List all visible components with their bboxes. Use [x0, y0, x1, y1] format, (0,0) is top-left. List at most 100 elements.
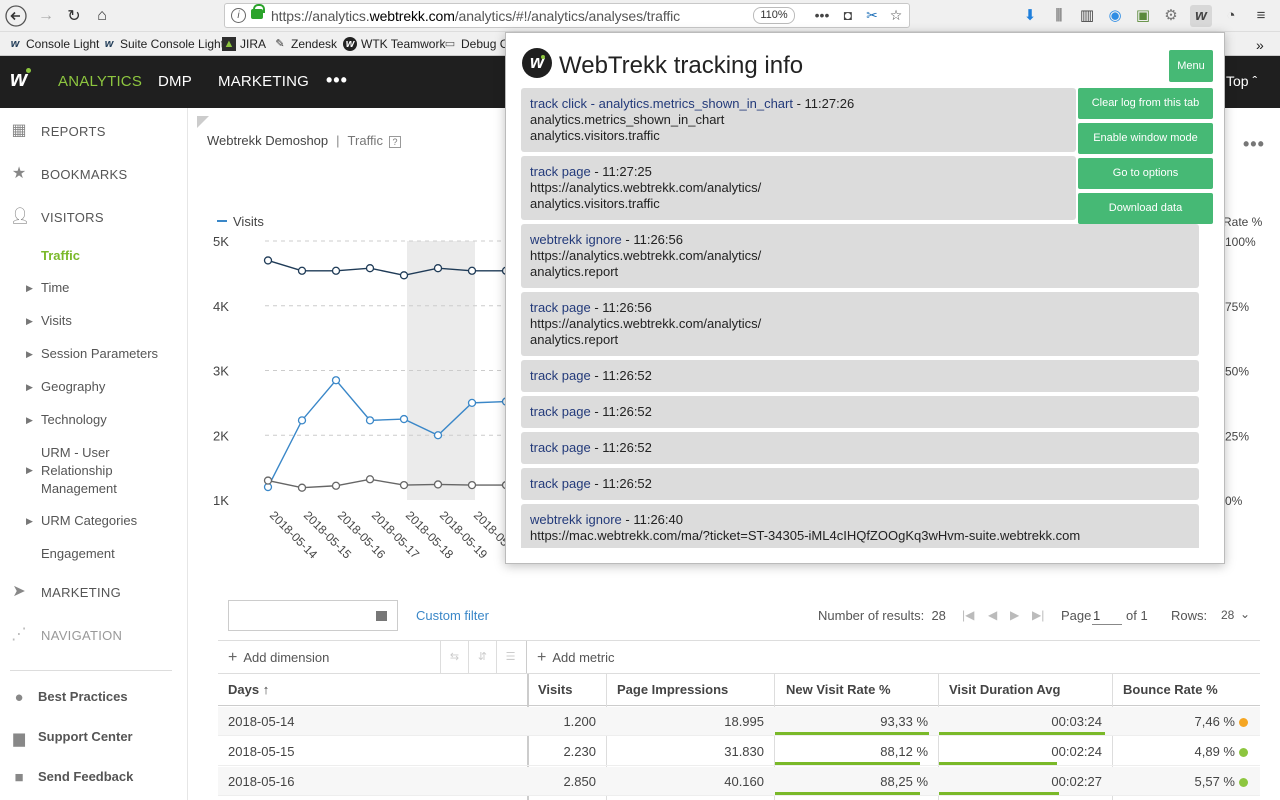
log-entry[interactable]: webtrekk ignore - 11:26:40 https://mac.we…	[521, 504, 1199, 548]
zoom-indicator[interactable]: 110%	[753, 7, 795, 24]
next-page-icon[interactable]: ▶	[1010, 608, 1020, 622]
performance-icon[interactable]: ◔	[1226, 7, 1236, 24]
pocket-icon[interactable]: ◘	[843, 7, 853, 23]
go-to-options-button[interactable]: Go to options	[1078, 158, 1213, 189]
sidebar-sub-technology[interactable]: Technology	[41, 412, 107, 427]
sidebar-item-visitors[interactable]: 👤︎ VISITORS	[0, 208, 188, 226]
settings-gear-icon[interactable]: ⚙	[1164, 7, 1178, 24]
nav-marketing[interactable]: MARKETING	[218, 73, 309, 90]
rows-select[interactable]: 28	[1221, 608, 1235, 622]
lightbulb-icon: ●	[14, 689, 24, 706]
bookmark-wtk-teamwork[interactable]: w WTK Teamwork	[343, 37, 445, 51]
column-header-days[interactable]: Days ↑	[228, 682, 270, 697]
table-row[interactable]: 2018-05-14 1.200 18.995 93,33 % 00:03:24 7,46…	[218, 707, 1260, 736]
sidebar-sub-session-parameters[interactable]: Session Parameters	[41, 346, 159, 361]
report-options-button[interactable]: •••	[1243, 134, 1265, 154]
column-header-bounce-rate[interactable]: Bounce Rate %	[1123, 682, 1218, 697]
y-right-tick-label: 0%	[1225, 494, 1243, 508]
edge-icon[interactable]: ◉	[1108, 7, 1122, 24]
dimension-tool-icon[interactable]: ⇵	[468, 641, 496, 673]
new-visit-rate-bar	[775, 732, 929, 735]
info-icon[interactable]: i	[231, 8, 246, 23]
sidebar-item-bookmarks[interactable]: ★ BOOKMARKS	[0, 165, 188, 183]
sidebar-item-marketing[interactable]: ➤ MARKETING	[0, 583, 188, 601]
bookmark-zendesk[interactable]: ✎ Zendesk	[273, 37, 337, 51]
log-entry[interactable]: webtrekk ignore - 11:26:56 https://analyt…	[521, 224, 1199, 288]
bookmarks-overflow-icon[interactable]: »	[1256, 37, 1264, 53]
log-entry[interactable]: track page - 11:26:52	[521, 432, 1199, 464]
column-header-new-visit-rate[interactable]: New Visit Rate %	[786, 682, 891, 697]
sidebar-sub-traffic[interactable]: Traffic	[41, 248, 81, 263]
sidebar-sub-geography[interactable]: Geography	[41, 379, 106, 394]
bookmark-suite-console-light[interactable]: w Suite Console Light	[102, 37, 224, 51]
log-entry[interactable]: track page - 11:27:25 https://analytics.w…	[521, 156, 1076, 220]
top-link[interactable]: Top ˆ	[1226, 73, 1257, 89]
sidebar-sub-urm-categories[interactable]: URM Categories	[41, 513, 138, 528]
prev-page-icon[interactable]: ◀	[988, 608, 998, 622]
url-bar[interactable]: i https://analytics.webtrekk.com/analyti…	[224, 3, 910, 28]
log-entry[interactable]: track page - 11:26:56 https://analytics.w…	[521, 292, 1199, 356]
nav-analytics[interactable]: ANALYTICS	[58, 73, 143, 90]
nav-dmp[interactable]: DMP	[158, 73, 192, 90]
calendar-icon[interactable]	[376, 611, 387, 621]
enable-window-mode-button[interactable]: Enable window mode	[1078, 123, 1213, 154]
sidebar-sub-urm[interactable]: URM - User Relationship Management	[41, 445, 117, 496]
sidebar-item-navigation[interactable]: ⋰ NAVIGATION	[0, 626, 188, 644]
webtrekk-extension-icon[interactable]: w	[1190, 5, 1212, 27]
table-row[interactable]: 2018-05-15 2.230 31.830 88,12 % 00:02:24 4,89…	[218, 737, 1260, 766]
log-entry[interactable]: track page - 11:26:52	[521, 396, 1199, 428]
log-entry[interactable]: track page - 11:26:52	[521, 360, 1199, 392]
download-data-button[interactable]: Download data	[1078, 193, 1213, 224]
help-icon[interactable]: ?	[388, 136, 401, 148]
data-point	[331, 376, 341, 385]
tracking-log-list[interactable]: track click - analytics.metrics_shown_in…	[521, 88, 1201, 548]
add-dimension-button[interactable]: + Add dimension	[228, 649, 329, 667]
sidebar-item-label: NAVIGATION	[41, 627, 123, 643]
page-input[interactable]: 1	[1092, 606, 1122, 625]
dimension-tool-icon[interactable]: ⇆	[440, 641, 468, 673]
dimension-list-icon[interactable]: ☰	[496, 641, 524, 673]
chevron-down-icon[interactable]: ⌄	[1240, 607, 1251, 621]
caret-right-icon: ▶	[26, 283, 33, 293]
nav-more-button[interactable]: •••	[326, 70, 348, 90]
bookmark-debug[interactable]: ▭ Debug Co	[443, 37, 515, 51]
sidebar-sub-time[interactable]: Time	[41, 280, 70, 295]
bookmark-jira[interactable]: ▲ JIRA	[222, 37, 266, 51]
bookmark-console-light[interactable]: w Console Light	[8, 37, 100, 51]
sidebar-sub-engagement[interactable]: Engagement	[41, 546, 115, 561]
sidebar-item-label: Support Center	[38, 729, 133, 744]
log-entry[interactable]: track page - 11:26:52	[521, 468, 1199, 500]
bookmark-star-icon[interactable]: ☆	[889, 7, 903, 23]
column-header-page-impressions[interactable]: Page Impressions	[617, 682, 729, 697]
first-page-icon[interactable]: |◀	[962, 608, 975, 622]
sidebar-item-reports[interactable]: ▦ REPORTS	[0, 122, 188, 140]
extension-icon[interactable]: ✂	[866, 7, 878, 23]
column-header-visit-duration[interactable]: Visit Duration Avg	[949, 682, 1061, 697]
last-page-icon[interactable]: ▶|	[1032, 608, 1045, 622]
page-total: of 1	[1126, 608, 1148, 623]
home-button[interactable]: ⌂	[97, 7, 107, 24]
sidebar-toggle-icon[interactable]: ▥	[1079, 7, 1095, 24]
table-row[interactable]: 2018-05-16 2.850 40.160 88,25 % 00:02:27 5,57…	[218, 767, 1260, 796]
webtrekk-logo[interactable]: w	[10, 66, 34, 94]
plus-icon: +	[537, 649, 547, 666]
forward-button[interactable]: →	[38, 7, 54, 24]
screenshot-icon[interactable]: ▣	[1135, 7, 1151, 24]
add-metric-button[interactable]: + Add metric	[537, 649, 614, 667]
column-header-visits[interactable]: Visits	[538, 682, 573, 697]
download-icon[interactable]: ⬇	[1023, 7, 1037, 24]
breadcrumb-root[interactable]: Webtrekk Demoshop	[207, 133, 329, 148]
back-button[interactable]	[4, 4, 28, 28]
log-entry[interactable]: track click - analytics.metrics_shown_in…	[521, 88, 1076, 152]
sidebar-sub-visits[interactable]: Visits	[41, 313, 72, 328]
date-range-input[interactable]	[228, 600, 398, 631]
reload-button[interactable]: ↻	[67, 8, 81, 25]
data-point	[297, 483, 307, 492]
menu-button[interactable]: Menu	[1169, 50, 1213, 82]
custom-filter-link[interactable]: Custom filter	[416, 608, 489, 623]
clear-log-button[interactable]: Clear log from this tab	[1078, 88, 1213, 119]
library-icon[interactable]: ⫼	[1055, 7, 1063, 24]
caret-right-icon: ▶	[26, 465, 33, 475]
overflow-menu-icon[interactable]: ≡	[1256, 7, 1266, 24]
page-actions-icon[interactable]: •••	[814, 7, 830, 23]
